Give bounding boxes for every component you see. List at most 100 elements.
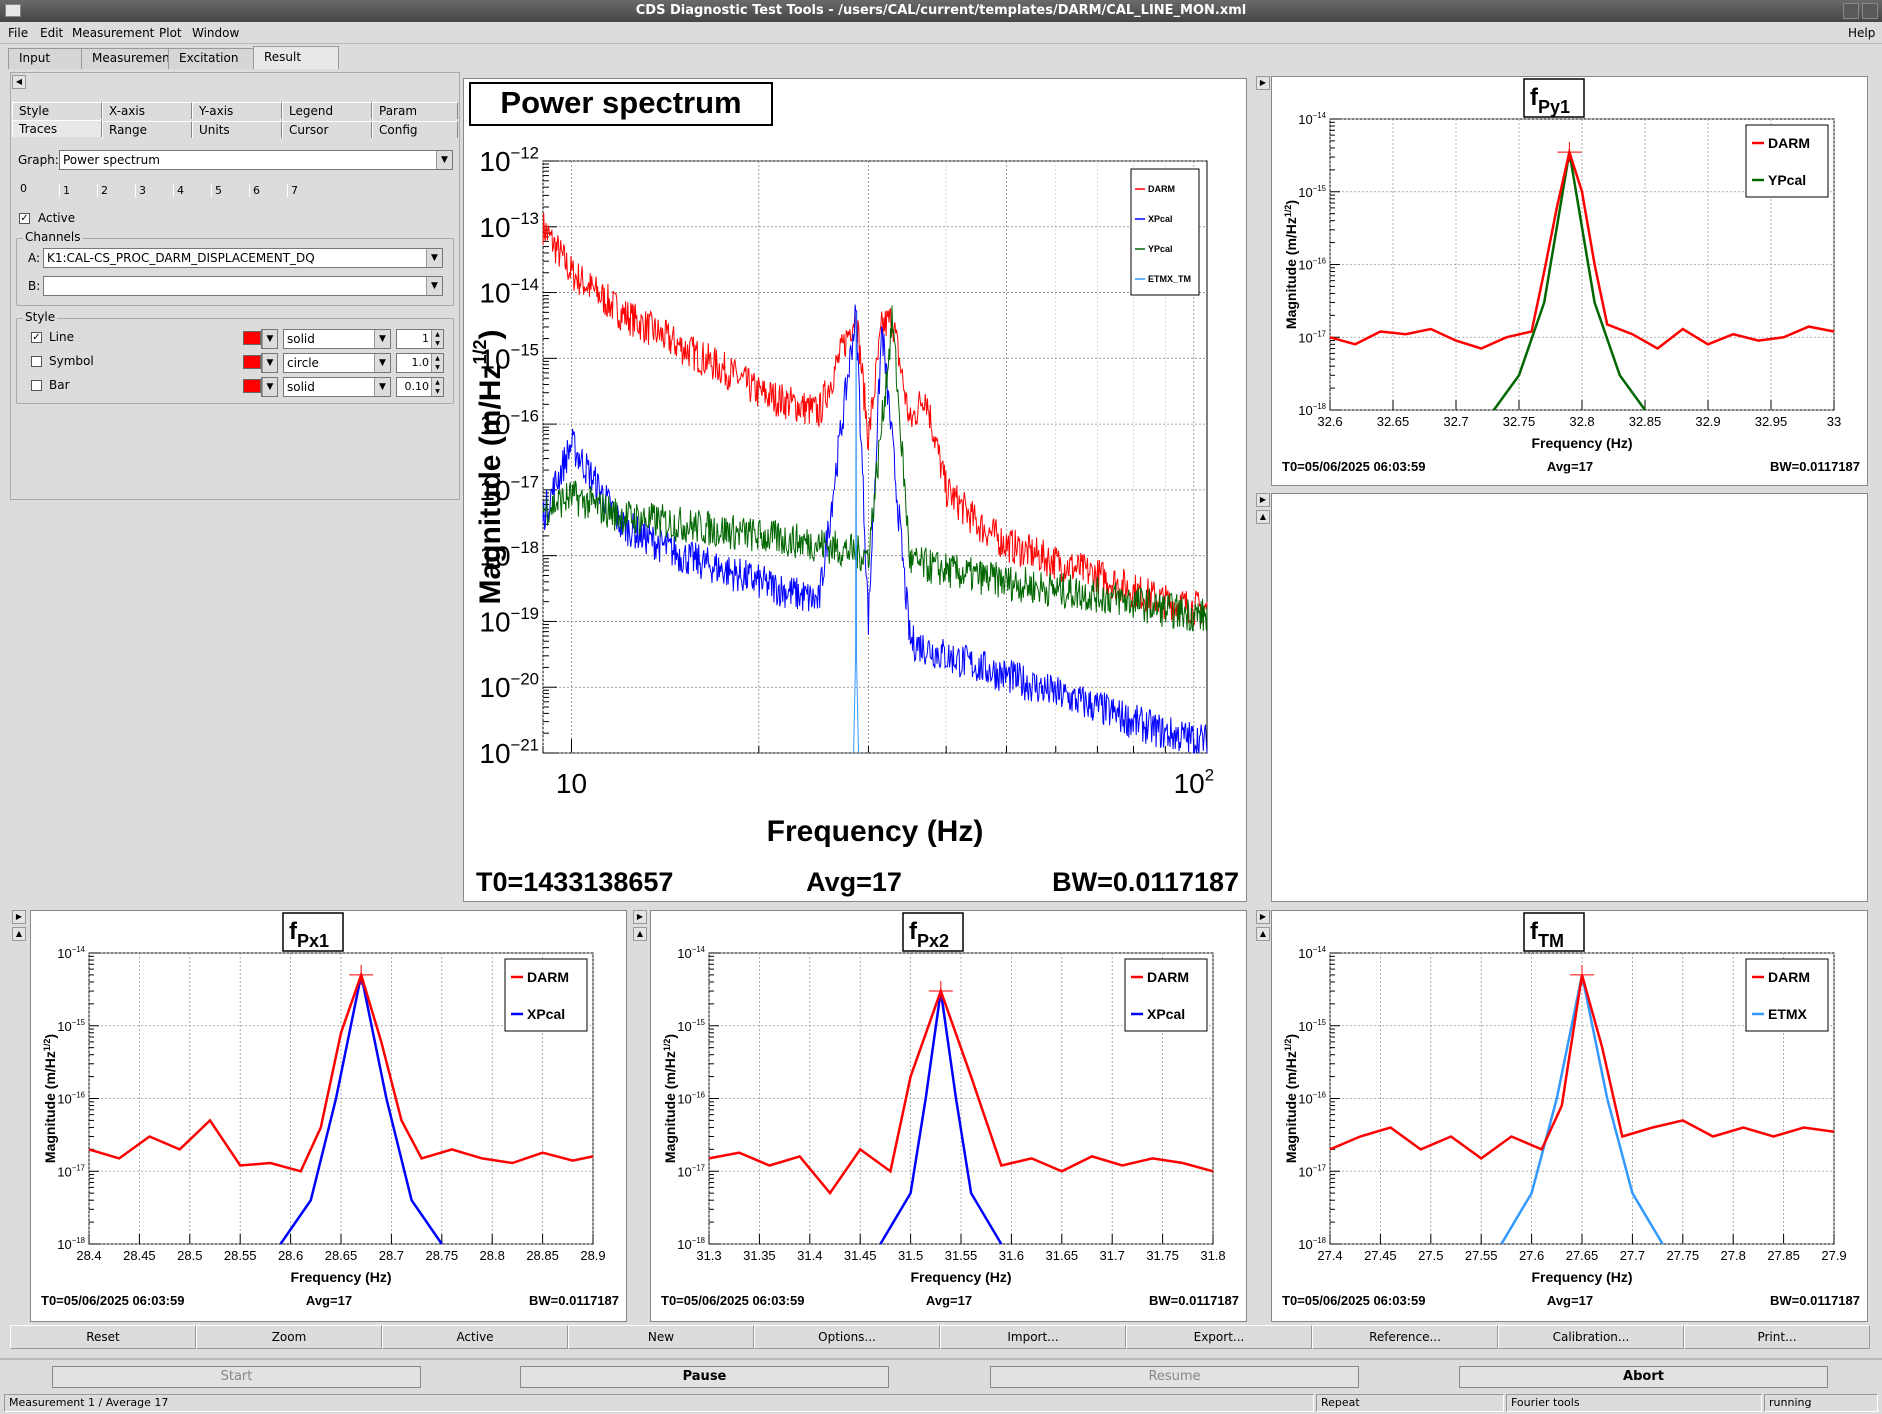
power-spectrum-chart[interactable]: Power spectrum 10−12 10−13 10−14 10−15 10−16 1… <box>464 79 1248 903</box>
line-color-swatch[interactable] <box>243 331 261 345</box>
legend-entry: ETMX_TM <box>1148 274 1191 284</box>
options-plot-button[interactable]: Options... <box>754 1325 940 1349</box>
abort-button[interactable]: Abort <box>1459 1366 1828 1388</box>
subtab-legend[interactable]: Legend <box>282 102 372 119</box>
menu-file[interactable]: File <box>8 26 29 40</box>
plot-panel-tm[interactable]: fTM 27.4 27.45 27.5 27.55 27.6 27.65 27.7 27.75 2… <box>1271 910 1868 1322</box>
series-line-darm <box>1329 147 1835 350</box>
pad-toggle-button[interactable]: ▶ <box>1256 76 1270 90</box>
pad-scroll-up-button[interactable]: ▲ <box>1256 927 1270 941</box>
spinner-arrows-icon[interactable]: ▲ ▼ <box>431 378 443 396</box>
tab-result[interactable]: Result <box>253 46 339 69</box>
y-axis-label: Magnitude (m/Hz1/2) <box>42 1034 58 1163</box>
menu-window[interactable]: Window <box>192 26 240 40</box>
menu-edit[interactable]: Edit <box>40 26 64 40</box>
subtab-config[interactable]: Config <box>372 121 458 138</box>
chart-px1[interactable]: fPx1 28.4 28.45 28.5 28.55 28.6 28.65 28.7 28.75… <box>31 911 628 1323</box>
line-width-spinner[interactable]: 1 ▲ ▼ <box>396 329 444 349</box>
trace-tab-2[interactable]: 2 <box>97 184 108 197</box>
calibration-plot-button[interactable]: Calibration... <box>1498 1325 1684 1349</box>
active-checkbox[interactable]: ✓ <box>19 213 30 224</box>
trace-tab-5[interactable]: 5 <box>211 184 222 197</box>
bar-color-swatch[interactable] <box>243 379 261 393</box>
trace-tab-1[interactable]: 1 <box>59 184 70 197</box>
bar-checkbox[interactable] <box>31 380 42 391</box>
subtab-cursor[interactable]: Cursor <box>282 121 372 138</box>
symbol-size-spinner[interactable]: 1.0 ▲ ▼ <box>396 353 444 373</box>
plot-panel-py1[interactable]: fPy1 32.6 32.65 32.7 32.75 32.8 32.85 32.9 32.95… <box>1271 76 1868 486</box>
resume-button[interactable]: Resume <box>990 1366 1359 1388</box>
menu-measurement[interactable]: Measurement <box>72 26 155 40</box>
active-plot-button[interactable]: Active <box>382 1325 568 1349</box>
subtab-traces[interactable]: Traces <box>12 120 102 137</box>
symbol-checkbox[interactable] <box>31 356 42 367</box>
channel-a-select[interactable]: K1:CAL-CS_PROC_DARM_DISPLACEMENT_DQ ▼ <box>43 248 443 268</box>
trace-tab-7[interactable]: 7 <box>287 184 298 197</box>
x-tick-label: 28.5 <box>177 1248 202 1263</box>
symbol-style-select[interactable]: circle ▼ <box>283 353 391 373</box>
x-tick-label: 31.75 <box>1146 1248 1179 1263</box>
bar-width-spinner[interactable]: 0.10 ▲ ▼ <box>396 377 444 397</box>
y-tick-label: 10−18 <box>1298 402 1326 418</box>
chart-py1[interactable]: fPy1 32.6 32.65 32.7 32.75 32.8 32.85 32.9 32.95… <box>1272 77 1869 487</box>
pad-scroll-up-button[interactable]: ▲ <box>1256 510 1270 524</box>
footer-t0: T0=05/06/2025 06:03:59 <box>41 1293 184 1308</box>
import-plot-button[interactable]: Import... <box>940 1325 1126 1349</box>
subtab-param[interactable]: Param <box>372 102 458 119</box>
spinner-arrows-icon[interactable]: ▲ ▼ <box>431 354 443 372</box>
line-color-dropdown[interactable]: ▼ <box>261 329 278 349</box>
plot-panel-px2[interactable]: fPx2 31.3 31.35 31.4 31.45 31.5 31.55 31.6 31.65… <box>650 910 1247 1322</box>
footer-bw: BW=0.0117187 <box>1770 459 1860 474</box>
tab-measurement[interactable]: Measurement <box>81 48 174 69</box>
trace-tab-4[interactable]: 4 <box>173 184 184 197</box>
chart-px2[interactable]: fPx2 31.3 31.35 31.4 31.45 31.5 31.55 31.6 31.65… <box>651 911 1248 1323</box>
trace-tab-3[interactable]: 3 <box>135 184 146 197</box>
main-plot-panel[interactable]: Power spectrum 10−12 10−13 10−14 10−15 10−16 1… <box>463 78 1247 902</box>
reference-plot-button[interactable]: Reference... <box>1312 1325 1498 1349</box>
subtab-style[interactable]: Style <box>12 102 102 119</box>
subtab-x-axis[interactable]: X-axis <box>102 102 192 119</box>
close-button[interactable] <box>1862 3 1878 19</box>
subtab-units[interactable]: Units <box>192 121 282 138</box>
graph-select[interactable]: Power spectrum ▼ <box>59 150 453 170</box>
pad-toggle-button[interactable]: ▶ <box>12 910 26 924</box>
tab-excitation[interactable]: Excitation <box>168 48 254 69</box>
pause-button[interactable]: Pause <box>520 1366 889 1388</box>
trace-tab-0[interactable]: 0 <box>20 182 27 195</box>
new-plot-button[interactable]: New <box>568 1325 754 1349</box>
bar-label: Bar <box>49 378 70 392</box>
menu-help[interactable]: Help <box>1848 26 1876 40</box>
pad-toggle-button[interactable]: ▶ <box>1256 493 1270 507</box>
pad-scroll-up-button[interactable]: ▲ <box>633 927 647 941</box>
line-style-select[interactable]: solid ▼ <box>283 329 391 349</box>
plot-panel-px1[interactable]: fPx1 28.4 28.45 28.5 28.55 28.6 28.65 28.7 28.75… <box>30 910 627 1322</box>
bar-style-select[interactable]: solid ▼ <box>283 377 391 397</box>
pad-toggle-button[interactable]: ▶ <box>633 910 647 924</box>
line-checkbox[interactable]: ✓ <box>31 332 42 343</box>
reset-plot-button[interactable]: Reset <box>10 1325 196 1349</box>
x-axis-label: Frequency (Hz) <box>910 1269 1011 1285</box>
pad-scroll-up-button[interactable]: ▲ <box>12 927 26 941</box>
subtab-range[interactable]: Range <box>102 121 192 138</box>
empty-plot-panel[interactable] <box>1271 493 1868 902</box>
zoom-plot-button[interactable]: Zoom <box>196 1325 382 1349</box>
subtab-y-axis[interactable]: Y-axis <box>192 102 282 119</box>
symbol-color-swatch[interactable] <box>243 355 261 369</box>
x-tick-label: 32.95 <box>1755 414 1788 429</box>
x-tick-label: 10 <box>556 768 587 799</box>
pad-toggle-button[interactable]: ▶ <box>1256 910 1270 924</box>
bar-color-dropdown[interactable]: ▼ <box>261 377 278 397</box>
chart-tm[interactable]: fTM 27.4 27.45 27.5 27.55 27.6 27.65 27.7 27.75 2… <box>1272 911 1869 1323</box>
start-button[interactable]: Start <box>52 1366 421 1388</box>
symbol-color-dropdown[interactable]: ▼ <box>261 353 278 373</box>
collapse-options-button[interactable]: ◀ <box>12 75 26 89</box>
tab-input[interactable]: Input <box>8 48 82 69</box>
menu-plot[interactable]: Plot <box>159 26 182 40</box>
print-plot-button[interactable]: Print... <box>1684 1325 1870 1349</box>
minimize-button[interactable] <box>1843 3 1859 19</box>
trace-tab-6[interactable]: 6 <box>249 184 260 197</box>
chart-title-box <box>469 82 773 126</box>
export-plot-button[interactable]: Export... <box>1126 1325 1312 1349</box>
channel-b-select[interactable]: ▼ <box>43 276 443 296</box>
spinner-arrows-icon[interactable]: ▲ ▼ <box>431 330 443 348</box>
